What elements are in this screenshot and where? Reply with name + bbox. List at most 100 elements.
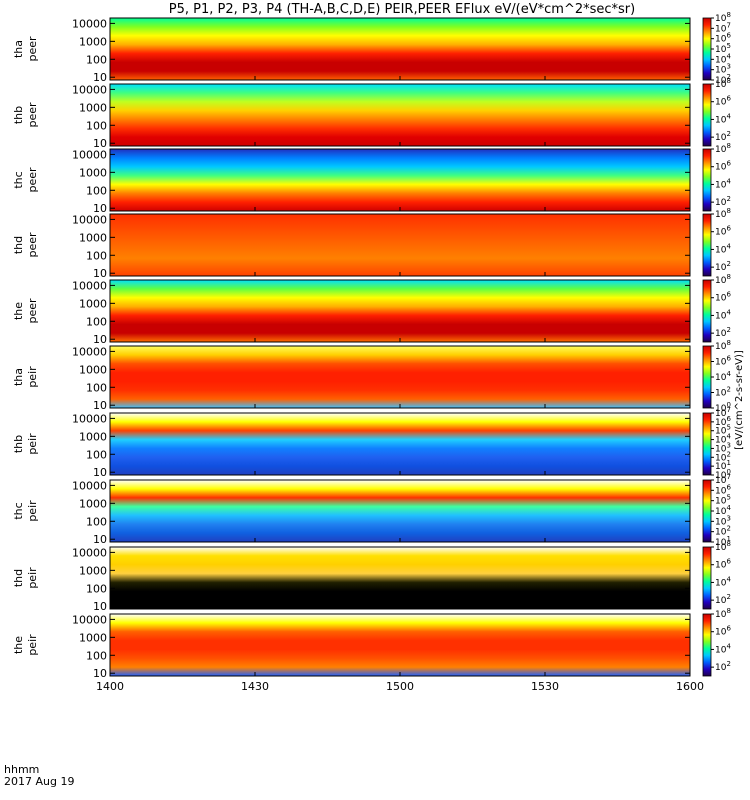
colorbar-tick-label: 102 bbox=[715, 260, 731, 273]
y-tick-label: 10 bbox=[93, 267, 107, 280]
y-tick-label: 10000 bbox=[72, 345, 107, 358]
panel-probe-label: thd bbox=[12, 569, 25, 587]
colorbar-tick-label: 104 bbox=[715, 112, 731, 125]
y-tick-label: 100 bbox=[86, 381, 107, 394]
colorbar bbox=[702, 613, 712, 677]
panel-probe-label: thb bbox=[12, 106, 25, 124]
spectrogram-image bbox=[110, 480, 690, 542]
colorbar-tick-label: 106 bbox=[715, 558, 731, 571]
colorbar bbox=[702, 213, 712, 277]
colorbar-tick-label: 104 bbox=[715, 575, 731, 588]
colorbar bbox=[702, 345, 712, 409]
colorbar-tick-label: 102 bbox=[715, 660, 731, 673]
panel-species-label: peir bbox=[26, 567, 39, 589]
panel-probe-label: thb bbox=[12, 435, 25, 453]
y-tick-label: 100 bbox=[86, 649, 107, 662]
colorbar-tick-label: 108 bbox=[715, 540, 731, 553]
colorbar-tick-label: 100 bbox=[715, 468, 731, 481]
y-tick-label: 1000 bbox=[79, 363, 107, 376]
y-tick-label: 1000 bbox=[79, 101, 107, 114]
panel-species-label: peir bbox=[26, 366, 39, 388]
colorbar bbox=[702, 412, 712, 476]
y-tick-label: 10 bbox=[93, 399, 107, 412]
colorbar-tick-label: 108 bbox=[715, 142, 731, 155]
y-tick-label: 100 bbox=[86, 119, 107, 132]
colorbar-tick-label: 102 bbox=[715, 326, 731, 339]
colorbar bbox=[702, 279, 712, 343]
y-tick-label: 1000 bbox=[79, 564, 107, 577]
colorbar-tick-label: 103 bbox=[715, 63, 731, 76]
colorbar-tick-label: 106 bbox=[715, 95, 731, 108]
y-tick-label: 1000 bbox=[79, 166, 107, 179]
colorbar-tick-label: 102 bbox=[715, 386, 731, 399]
y-tick-label: 1000 bbox=[79, 35, 107, 48]
colorbar-tick-label: 102 bbox=[715, 73, 731, 86]
colorbar-tick-label: 106 bbox=[715, 32, 731, 45]
colorbar-tick-label: 106 bbox=[715, 483, 731, 496]
colorbar-tick-label: 105 bbox=[715, 494, 731, 507]
y-tick-label: 1000 bbox=[79, 497, 107, 510]
colorbar bbox=[702, 148, 712, 212]
colorbar-tick-label: 103 bbox=[715, 514, 731, 527]
colorbar-tick-label: 104 bbox=[715, 642, 731, 655]
colorbar-tick-label: 103 bbox=[715, 441, 731, 454]
colorbar-tick-label: 101 bbox=[715, 459, 731, 472]
spectrogram-image bbox=[110, 346, 690, 408]
panel-species-label: peer bbox=[26, 167, 39, 193]
y-tick-label: 100 bbox=[86, 448, 107, 461]
panel-the-peir: 10 100 1000 10000 the peir 108 106 104 102 bbox=[12, 607, 731, 680]
x-tick-label: 1600 bbox=[676, 680, 704, 693]
spectrogram-image bbox=[110, 413, 690, 475]
y-tick-label: 10 bbox=[93, 600, 107, 613]
y-tick-label: 1000 bbox=[79, 631, 107, 644]
y-tick-label: 100 bbox=[86, 582, 107, 595]
colorbar-tick-label: 102 bbox=[715, 130, 731, 143]
spectrogram-image bbox=[110, 214, 690, 276]
panel-thc-peir: 10 100 1000 10000 thc peir 1071061051041031021… bbox=[12, 473, 731, 548]
colorbar-tick-label: 104 bbox=[715, 52, 731, 65]
panel-probe-label: tha bbox=[12, 40, 25, 58]
panel-species-label: peir bbox=[26, 433, 39, 455]
panel-species-label: peer bbox=[26, 298, 39, 324]
panel-probe-label: the bbox=[12, 302, 25, 320]
y-tick-label: 10 bbox=[93, 202, 107, 215]
colorbar-tick-label: 106 bbox=[715, 225, 731, 238]
chart-title: P5, P1, P2, P3, P4 (TH-A,B,C,D,E) PEIR,P… bbox=[169, 2, 635, 17]
colorbar-tick-label: 104 bbox=[715, 242, 731, 255]
y-tick-label: 10 bbox=[93, 533, 107, 546]
panel-species-label: peer bbox=[26, 36, 39, 62]
colorbar-tick-label: 108 bbox=[715, 339, 731, 352]
colorbar-tick-label: 106 bbox=[715, 625, 731, 638]
y-tick-label: 10 bbox=[93, 137, 107, 150]
panel-tha-peir: 10 100 1000 10000 tha peir 108 106 104 102 100 bbox=[12, 339, 731, 414]
panel-probe-label: thc bbox=[12, 171, 25, 188]
panel-the-peer: 10 100 1000 10000 the peer 108 106 104 102 bbox=[12, 273, 731, 346]
colorbar bbox=[702, 479, 712, 543]
colorbar-tick-label: 108 bbox=[715, 207, 731, 220]
spectrogram-image bbox=[110, 280, 690, 342]
spectrogram-image bbox=[110, 84, 690, 146]
y-tick-label: 10000 bbox=[72, 83, 107, 96]
x-tick-label: 1430 bbox=[241, 680, 269, 693]
y-tick-label: 100 bbox=[86, 515, 107, 528]
colorbar-tick-label: 104 bbox=[715, 370, 731, 383]
panel-thc-peer: 10 100 1000 10000 thc peer 108 106 104 102 bbox=[12, 142, 731, 215]
x-tick-label: 1500 bbox=[386, 680, 414, 693]
colorbar-tick-label: 102 bbox=[715, 593, 731, 606]
panel-probe-label: tha bbox=[12, 368, 25, 386]
colorbar-tick-label: 108 bbox=[715, 607, 731, 620]
colorbar-tick-label: 106 bbox=[715, 160, 731, 173]
panel-probe-label: the bbox=[12, 636, 25, 654]
y-tick-label: 100 bbox=[86, 315, 107, 328]
panel-probe-label: thd bbox=[12, 236, 25, 254]
y-tick-label: 1000 bbox=[79, 297, 107, 310]
panel-thd-peir: 10 100 1000 10000 thd peir 108 106 104 102 bbox=[12, 540, 731, 613]
colorbar-tick-label: 106 bbox=[715, 415, 731, 428]
colorbar-tick-label: 108 bbox=[715, 273, 731, 286]
x-axis: 1400 1430 1500 1530 1600 bbox=[96, 76, 704, 693]
y-tick-label: 100 bbox=[86, 249, 107, 262]
colorbar bbox=[702, 546, 712, 610]
x-tick-label: 1530 bbox=[531, 680, 559, 693]
